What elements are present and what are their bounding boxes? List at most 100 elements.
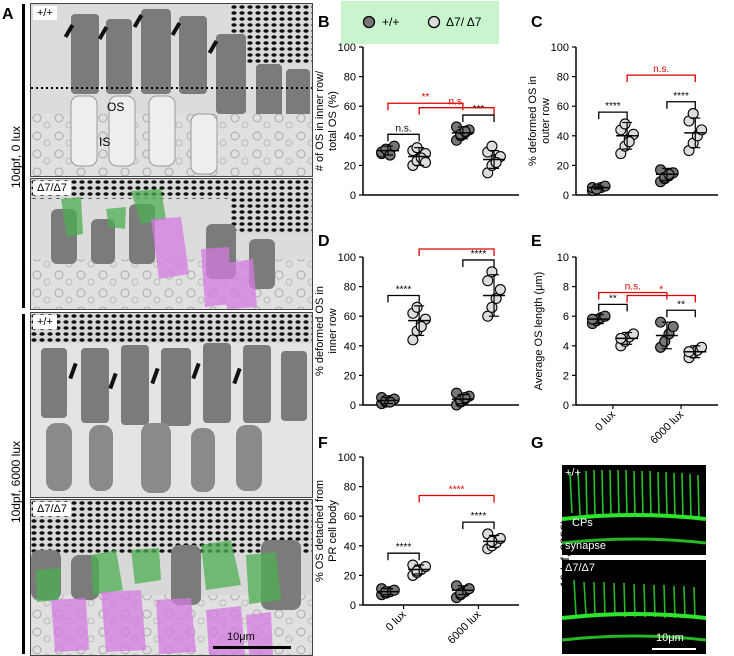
y-tick-label: 80 — [557, 72, 569, 84]
panel-label-e: E — [531, 233, 542, 250]
y-axis-label-line: % deformed OS in — [315, 286, 326, 376]
data-point — [411, 301, 423, 313]
significance-bracket — [387, 102, 464, 111]
significance-label: **** — [396, 542, 412, 553]
em-tile-genotype-tag: Δ7/Δ7 — [33, 181, 71, 195]
significance-bracket — [666, 101, 696, 109]
y-tick-label: 40 — [344, 131, 356, 143]
y-tick-label: 20 — [344, 570, 356, 582]
y-tick-label: 100 — [338, 452, 356, 464]
y-axis-label-line: PR cell body — [327, 500, 339, 562]
y-tick-label: 60 — [344, 101, 356, 113]
legend-markers — [362, 15, 441, 29]
y-tick-label: 0 — [563, 400, 569, 412]
y-tick-label: 2 — [563, 370, 569, 382]
panel-label-g: G — [531, 435, 544, 452]
panel-label-a: A — [2, 6, 14, 23]
data-point — [486, 140, 498, 152]
y-tick-label: 10 — [557, 252, 569, 264]
em-tile-genotype-tag: Δ7/Δ7 — [33, 502, 71, 516]
chart-c: % deformed OS inouter row 0 20 40 60 80 100 ***… — [528, 42, 718, 202]
y-tick-label: 6 — [563, 311, 569, 323]
significance-bracket — [626, 74, 696, 83]
significance-label: ** — [677, 299, 685, 310]
em-image-mut-6000lux — [31, 500, 312, 655]
y-tick-label: 100 — [338, 42, 356, 54]
significance-label: **** — [471, 249, 487, 260]
data-point — [459, 125, 471, 137]
y-axis-label-line: inner row — [327, 308, 339, 353]
significance-bracket — [666, 309, 696, 318]
panel-a-divider-top — [22, 4, 25, 308]
y-tick-label: 60 — [344, 311, 356, 323]
significance-label: **** — [673, 91, 689, 102]
chart-e: Average OS length (μm) 0 2 4 6 8 10 0 lux 6000 l… — [533, 252, 718, 445]
y-axis-label: # of OS in inner row/total OS (%) — [315, 70, 339, 171]
y-tick-label: 20 — [344, 370, 356, 382]
y-tick-label: 80 — [344, 282, 356, 294]
significance-bracket — [387, 294, 420, 303]
em-image-wt-6000lux — [31, 313, 312, 497]
y-tick-label: 0 — [350, 400, 356, 412]
y-axis-label: % deformed OS inouter row — [528, 76, 552, 166]
y-axis-label-line: outer row — [540, 98, 552, 144]
chart-b: # of OS in inner row/total OS (%) 0 20 40 60… — [315, 42, 519, 202]
y-tick-label: 40 — [557, 131, 569, 143]
fluor-tile-genotype-tag: +/+ — [565, 467, 581, 479]
significance-bracket — [387, 552, 420, 561]
y-tick-label: 0 — [350, 600, 356, 612]
scale-bar — [213, 646, 291, 649]
panel-a-side-label-bottom: 10dpf, 6000 lux — [9, 440, 23, 524]
fluor-image-mut — [562, 560, 706, 654]
fluor-scale-bar-label: 10μm — [656, 632, 684, 644]
em-tile-wt-6000lux: +/+ — [30, 312, 313, 498]
y-tick-label: 100 — [551, 42, 569, 54]
panel-a-divider-bottom — [22, 314, 25, 654]
data-point — [687, 108, 699, 120]
data-point — [415, 321, 427, 333]
y-tick-label: 8 — [563, 282, 569, 294]
significance-label: **** — [396, 284, 412, 295]
significance-label: * — [659, 284, 663, 295]
em-annotation-os: OS — [107, 100, 125, 114]
data-point — [623, 136, 635, 148]
em-tile-wt-0lux: +/+ OS IS — [30, 3, 313, 177]
data-point — [407, 334, 419, 346]
significance-bracket — [418, 494, 495, 503]
y-tick-label: 4 — [563, 341, 569, 353]
x-tick-label: 6000 lux — [648, 408, 686, 445]
significance-bracket — [418, 248, 495, 256]
y-axis-label-line: # of OS in inner row/ — [315, 70, 326, 171]
significance-label: **** — [471, 511, 487, 522]
y-axis-label-line: % deformed OS in — [528, 76, 539, 166]
panel-label-d: D — [318, 233, 330, 250]
significance-label: **** — [449, 484, 465, 495]
panel-label-f: F — [318, 435, 328, 452]
y-tick-label: 40 — [344, 341, 356, 353]
em-tile-mut-0lux: Δ7/Δ7 — [30, 178, 313, 310]
fluor-tile-wt: +/+ CPs synapse — [562, 465, 706, 555]
em-image-wt-0lux — [31, 4, 312, 176]
em-tile-mut-6000lux: Δ7/Δ7 10μm — [30, 499, 313, 656]
y-tick-label: 60 — [557, 101, 569, 113]
fluor-annotation-synapse: synapse — [565, 540, 606, 552]
significance-bracket — [387, 133, 420, 142]
legend-label-wt: +/+ — [382, 15, 400, 29]
fluor-tile-genotype-tag: Δ7/Δ7 — [565, 562, 595, 574]
em-image-mut-0lux — [31, 179, 312, 309]
data-point — [619, 118, 631, 130]
significance-bracket — [598, 303, 628, 312]
legend-marker-wt — [362, 15, 376, 29]
data-point — [696, 341, 708, 353]
fluor-image-wt — [562, 465, 706, 555]
y-tick-label: 20 — [344, 160, 356, 172]
y-tick-label: 80 — [344, 72, 356, 84]
panel-label-c: C — [531, 14, 543, 31]
x-tick-label: 6000 lux — [446, 608, 484, 646]
em-annotation-is: IS — [99, 135, 111, 149]
fluor-tile-mut: Δ7/Δ7 10μm — [562, 560, 706, 654]
data-point — [667, 321, 679, 333]
significance-bracket — [462, 114, 495, 123]
data-point — [494, 284, 506, 296]
panel-label-b: B — [318, 14, 330, 31]
